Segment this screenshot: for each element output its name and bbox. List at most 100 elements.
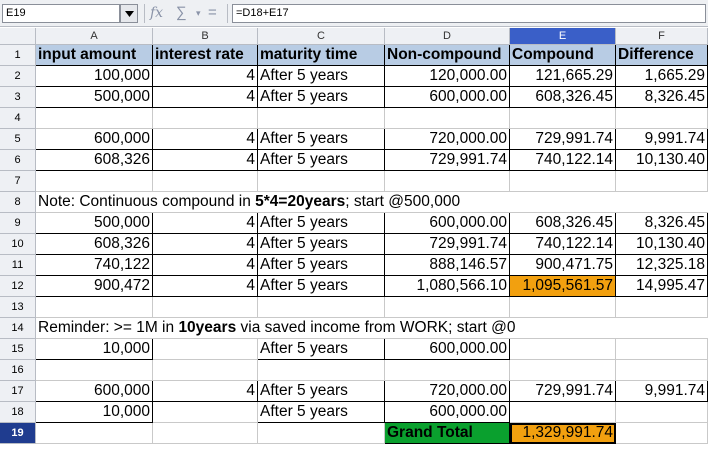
cell-d12[interactable]: 1,080,566.10	[385, 276, 510, 297]
cell-b7[interactable]	[153, 171, 258, 192]
cell-a1[interactable]: input amount	[36, 45, 153, 66]
equals-icon[interactable]: =	[208, 4, 217, 21]
cell-d11[interactable]: 888,146.57	[385, 255, 510, 276]
column-header-e[interactable]: E	[510, 28, 616, 45]
sum-icon[interactable]: ∑	[176, 4, 187, 21]
cell-b18[interactable]	[153, 402, 258, 423]
cell-e3[interactable]: 608,326.45	[510, 87, 616, 108]
cell-e13[interactable]	[510, 297, 616, 318]
row-header-9[interactable]: 9	[0, 213, 36, 234]
cell-d19[interactable]: Grand Total	[385, 423, 510, 444]
cell-a4[interactable]	[36, 108, 153, 129]
row-header-14[interactable]: 14	[0, 318, 36, 339]
cell-e7[interactable]	[510, 171, 616, 192]
row-header-6[interactable]: 6	[0, 150, 36, 171]
cell-a16[interactable]	[36, 360, 153, 381]
column-header-f[interactable]: F	[616, 28, 708, 45]
note-cell-a8[interactable]: Note: Continuous compound in 5*4=20years…	[36, 192, 708, 213]
cell-a10[interactable]: 608,326	[36, 234, 153, 255]
cell-e16[interactable]	[510, 360, 616, 381]
cell-d1[interactable]: Non-compound	[385, 45, 510, 66]
cell-f12[interactable]: 14,995.47	[616, 276, 708, 297]
row-header-16[interactable]: 16	[0, 360, 36, 381]
cell-f13[interactable]	[616, 297, 708, 318]
cell-c18[interactable]: After 5 years	[258, 402, 385, 423]
cell-d16[interactable]	[385, 360, 510, 381]
cell-c4[interactable]	[258, 108, 385, 129]
cell-b10[interactable]: 4	[153, 234, 258, 255]
row-header-18[interactable]: 18	[0, 402, 36, 423]
cell-c13[interactable]	[258, 297, 385, 318]
cell-c12[interactable]: After 5 years	[258, 276, 385, 297]
row-header-15[interactable]: 15	[0, 339, 36, 360]
cell-e4[interactable]	[510, 108, 616, 129]
cell-c17[interactable]: After 5 years	[258, 381, 385, 402]
chevron-down-icon[interactable]: ▾	[196, 8, 201, 18]
row-header-13[interactable]: 13	[0, 297, 36, 318]
cell-e1[interactable]: Compound	[510, 45, 616, 66]
cell-e11[interactable]: 900,471.75	[510, 255, 616, 276]
cell-e17[interactable]: 729,991.74	[510, 381, 616, 402]
cell-f11[interactable]: 12,325.18	[616, 255, 708, 276]
cell-f19[interactable]	[616, 423, 708, 444]
cell-f7[interactable]	[616, 171, 708, 192]
formula-input[interactable]: =D18+E17	[232, 4, 706, 23]
cell-a3[interactable]: 500,000	[36, 87, 153, 108]
cell-d10[interactable]: 729,991.74	[385, 234, 510, 255]
cell-a7[interactable]	[36, 171, 153, 192]
cell-c15[interactable]: After 5 years	[258, 339, 385, 360]
function-wizard-icon[interactable]: fx	[150, 5, 164, 21]
cell-f15[interactable]	[616, 339, 708, 360]
column-header-c[interactable]: C	[258, 28, 385, 45]
note-cell-a14[interactable]: Reminder: >= 1M in 10years via saved inc…	[36, 318, 708, 339]
cell-c5[interactable]: After 5 years	[258, 129, 385, 150]
cell-a12[interactable]: 900,472	[36, 276, 153, 297]
cell-e9[interactable]: 608,326.45	[510, 213, 616, 234]
row-header-11[interactable]: 11	[0, 255, 36, 276]
cell-b2[interactable]: 4	[153, 66, 258, 87]
row-header-5[interactable]: 5	[0, 129, 36, 150]
cell-c1[interactable]: maturity time	[258, 45, 385, 66]
cell-b9[interactable]: 4	[153, 213, 258, 234]
cell-b15[interactable]	[153, 339, 258, 360]
cell-f9[interactable]: 8,326.45	[616, 213, 708, 234]
cell-f2[interactable]: 1,665.29	[616, 66, 708, 87]
cell-b19[interactable]	[153, 423, 258, 444]
row-header-17[interactable]: 17	[0, 381, 36, 402]
cell-d17[interactable]: 720,000.00	[385, 381, 510, 402]
cell-a11[interactable]: 740,122	[36, 255, 153, 276]
cell-b3[interactable]: 4	[153, 87, 258, 108]
cell-f4[interactable]	[616, 108, 708, 129]
cell-d9[interactable]: 600,000.00	[385, 213, 510, 234]
cell-f3[interactable]: 8,326.45	[616, 87, 708, 108]
cell-c2[interactable]: After 5 years	[258, 66, 385, 87]
name-box[interactable]: E19	[2, 4, 120, 23]
cell-a17[interactable]: 600,000	[36, 381, 153, 402]
cell-a18[interactable]: 10,000	[36, 402, 153, 423]
row-header-1[interactable]: 1	[0, 45, 36, 66]
cell-e5[interactable]: 729,991.74	[510, 129, 616, 150]
cell-f5[interactable]: 9,991.74	[616, 129, 708, 150]
row-header-4[interactable]: 4	[0, 108, 36, 129]
cell-c7[interactable]	[258, 171, 385, 192]
cell-d18[interactable]: 600,000.00	[385, 402, 510, 423]
cell-b17[interactable]: 4	[153, 381, 258, 402]
column-header-d[interactable]: D	[385, 28, 510, 45]
cell-a15[interactable]: 10,000	[36, 339, 153, 360]
cell-e19[interactable]: 1,329,991.74	[510, 423, 616, 444]
cell-c3[interactable]: After 5 years	[258, 87, 385, 108]
cell-f16[interactable]	[616, 360, 708, 381]
cell-d2[interactable]: 120,000.00	[385, 66, 510, 87]
row-header-12[interactable]: 12	[0, 276, 36, 297]
cell-e18[interactable]	[510, 402, 616, 423]
cell-e6[interactable]: 740,122.14	[510, 150, 616, 171]
cell-d7[interactable]	[385, 171, 510, 192]
cell-d3[interactable]: 600,000.00	[385, 87, 510, 108]
cell-c6[interactable]: After 5 years	[258, 150, 385, 171]
row-header-8[interactable]: 8	[0, 192, 36, 213]
select-all-corner[interactable]	[0, 28, 36, 45]
cell-b5[interactable]: 4	[153, 129, 258, 150]
row-header-10[interactable]: 10	[0, 234, 36, 255]
cell-a9[interactable]: 500,000	[36, 213, 153, 234]
cell-c10[interactable]: After 5 years	[258, 234, 385, 255]
